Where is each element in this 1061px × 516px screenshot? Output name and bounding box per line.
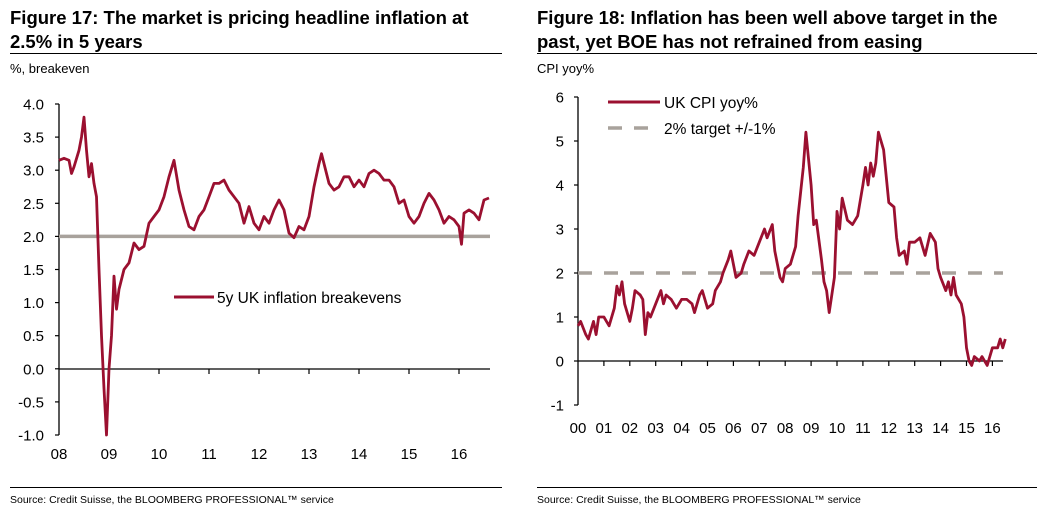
chart18-y-tick-label: 2 — [556, 266, 564, 283]
figure18-title-rule — [537, 53, 1037, 54]
chart18-y-tick-label: 6 — [556, 90, 564, 107]
figure18-title: Figure 18: Inflation has been well above… — [537, 6, 998, 54]
figure17-title-line2: 2.5% in 5 years — [10, 31, 143, 52]
figure17-unit-label: %, breakeven — [10, 61, 90, 76]
chart17-x-tick-label: 08 — [51, 446, 68, 463]
chart17-x-tick-label: 15 — [401, 446, 418, 463]
figure18-source: Source: Credit Suisse, the BLOOMBERG PRO… — [537, 494, 861, 506]
chart17-y-tick-label: 1.5 — [23, 262, 44, 279]
chart18-x-tick-label: 05 — [699, 420, 716, 437]
chart17-x-tick-label: 16 — [451, 446, 468, 463]
chart17-y-tick-label: 0.5 — [23, 328, 44, 345]
chart17-legend-label: 5y UK inflation breakevens — [217, 290, 402, 307]
figure17-title: Figure 17: The market is pricing headlin… — [10, 6, 468, 54]
chart18-y-tick-label: 4 — [556, 178, 564, 195]
chart17-x-tick-label: 10 — [151, 446, 168, 463]
chart18-x-tick-label: 13 — [906, 420, 923, 437]
chart17-y-tick-label: 1.0 — [23, 295, 44, 312]
chart18-x-tick-label: 08 — [777, 420, 794, 437]
chart17-x-tick-label: 09 — [101, 446, 118, 463]
chart18-legend-label-target: 2% target +/-1% — [664, 121, 776, 138]
chart18-x-tick-label: 00 — [570, 420, 587, 437]
chart18-x-tick-label: 04 — [673, 420, 690, 437]
chart18-x-tick-label: 03 — [647, 420, 664, 437]
chart17-y-tick-label: 2.0 — [23, 229, 44, 246]
chart18-legend-label-cpi: UK CPI yoy% — [664, 95, 758, 112]
chart18-y-tick-label: 5 — [556, 134, 564, 151]
chart18-x-tick-label: 06 — [725, 420, 742, 437]
chart18-y-tick-label: 3 — [556, 222, 564, 239]
chart18-x-tick-label: 10 — [829, 420, 846, 437]
chart18-y-tick-label: -1 — [551, 398, 564, 415]
chart17-y-tick-label: -0.5 — [18, 394, 44, 411]
chart18-x-tick-label: 14 — [932, 420, 949, 437]
figure17-source-rule — [10, 487, 502, 488]
chart18-x-tick-label: 09 — [803, 420, 820, 437]
chart18-series-line — [576, 130, 1007, 367]
chart17-y-tick-label: 3.0 — [23, 163, 44, 180]
figure17-source: Source: Credit Suisse, the BLOOMBERG PRO… — [10, 494, 334, 506]
chart18-x-tick-label: 01 — [596, 420, 613, 437]
chart18-x-tick-label: 16 — [984, 420, 1001, 437]
chart17-y-tick-label: 0.0 — [23, 361, 44, 378]
figure17-title-line1: Figure 17: The market is pricing headlin… — [10, 7, 469, 28]
chart18-x-tick-label: 02 — [621, 420, 638, 437]
figure18-title-line2: past, yet BOE has not refrained from eas… — [537, 31, 923, 52]
chart17-series-line — [58, 115, 490, 437]
chart17-x-tick-label: 11 — [201, 446, 217, 463]
chart17-x-tick-label: 14 — [351, 446, 368, 463]
chart18-y-tick-label: 0 — [556, 354, 564, 371]
figure17-title-rule — [10, 53, 502, 54]
chart17-y-tick-label: 4.0 — [23, 97, 44, 114]
chart17-y-tick-label: 2.5 — [23, 196, 44, 213]
chart18-x-tick-label: 07 — [751, 420, 768, 437]
chart17-y-tick-label: 3.5 — [23, 130, 44, 147]
figure18-source-rule — [537, 487, 1037, 488]
figure18-unit-label: CPI yoy% — [537, 61, 595, 76]
chart17-x-tick-label: 13 — [301, 446, 318, 463]
chart18-x-tick-label: 12 — [880, 420, 897, 437]
chart17-y-tick-label: -1.0 — [18, 428, 44, 445]
chart17-x-tick-label: 12 — [251, 446, 268, 463]
chart18-x-tick-label: 15 — [958, 420, 975, 437]
chart18-y-tick-label: 1 — [556, 310, 564, 327]
figure18-title-line1: Figure 18: Inflation has been well above… — [537, 7, 998, 28]
chart18-x-tick-label: 11 — [855, 420, 871, 437]
